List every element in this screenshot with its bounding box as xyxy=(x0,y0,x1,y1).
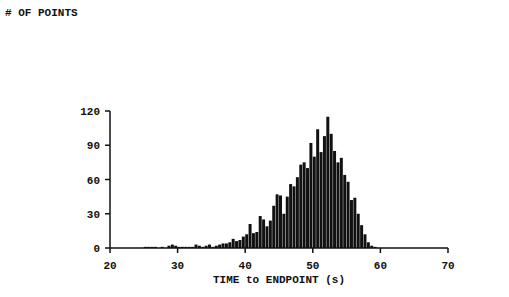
histogram-bar xyxy=(235,241,238,248)
histogram-bar xyxy=(367,242,370,248)
histogram-bar xyxy=(306,168,309,248)
y-axis-label: # OF POINTS xyxy=(5,7,78,19)
x-tick xyxy=(380,248,382,253)
x-tick xyxy=(109,248,111,253)
histogram-bar xyxy=(269,221,272,248)
histogram-bar xyxy=(323,136,326,248)
chart: 0 30 60 90 120 20 30 40 50 60 70 # OF POINTS TIME to… xyxy=(0,0,509,297)
x-tick-label: 60 xyxy=(374,260,387,272)
histogram-bar xyxy=(262,219,265,248)
histogram-bar xyxy=(303,162,306,248)
histogram-bar xyxy=(364,234,367,248)
histogram-bar xyxy=(296,177,299,248)
histogram-bar xyxy=(282,214,285,248)
histogram-bar xyxy=(343,175,346,248)
y-tick-label: 120 xyxy=(80,106,100,118)
y-tick-label: 0 xyxy=(93,243,100,255)
histogram-bar xyxy=(238,240,241,248)
histogram-bar xyxy=(336,162,339,248)
x-tick xyxy=(177,248,179,253)
histogram-bar xyxy=(228,242,231,248)
histogram-bar xyxy=(330,134,333,248)
histogram-bar xyxy=(299,165,302,248)
histogram-bar xyxy=(242,237,245,248)
histogram-bar xyxy=(255,232,258,248)
histogram-bar xyxy=(309,143,312,248)
histogram-bar xyxy=(259,216,262,248)
x-axis-label: TIME to ENDPOINT (s) xyxy=(213,274,345,286)
x-tick xyxy=(447,248,449,253)
y-tick-label: 60 xyxy=(87,175,100,187)
histogram-bar xyxy=(340,158,343,248)
histogram-bar xyxy=(326,117,329,248)
histogram-bar xyxy=(353,198,356,248)
histogram-bar xyxy=(289,184,292,248)
histogram-bar xyxy=(249,224,252,248)
x-tick xyxy=(312,248,314,253)
histogram-bar xyxy=(286,197,289,248)
y-tick xyxy=(105,179,110,181)
histogram-bar xyxy=(245,234,248,248)
histogram-bar xyxy=(316,129,319,248)
histogram-bar xyxy=(333,151,336,248)
x-tick-label: 20 xyxy=(103,260,116,272)
x-tick-label: 70 xyxy=(441,260,454,272)
bars xyxy=(144,117,377,248)
y-tick-label: 30 xyxy=(87,209,100,221)
histogram-bar xyxy=(276,194,279,248)
histogram-bar xyxy=(232,239,235,248)
histogram-bar xyxy=(350,200,353,248)
histogram-bar xyxy=(320,152,323,248)
x-axis-line xyxy=(110,247,448,249)
y-tick xyxy=(105,110,110,112)
x-tick-label: 30 xyxy=(171,260,184,272)
histogram-bar xyxy=(272,206,275,248)
histogram-bar xyxy=(360,225,363,248)
y-tick-label: 90 xyxy=(87,140,100,152)
histogram-bar xyxy=(313,157,316,248)
histogram-bar xyxy=(265,226,268,248)
x-tick-label: 40 xyxy=(239,260,252,272)
histogram-bar xyxy=(293,186,296,248)
histogram-bar xyxy=(279,195,282,248)
x-tick-label: 50 xyxy=(306,260,319,272)
histogram-bar xyxy=(357,214,360,248)
histogram-bar xyxy=(252,233,255,248)
y-tick xyxy=(105,213,110,215)
x-tick xyxy=(244,248,246,253)
histogram-bar xyxy=(347,182,350,248)
y-tick xyxy=(105,145,110,147)
